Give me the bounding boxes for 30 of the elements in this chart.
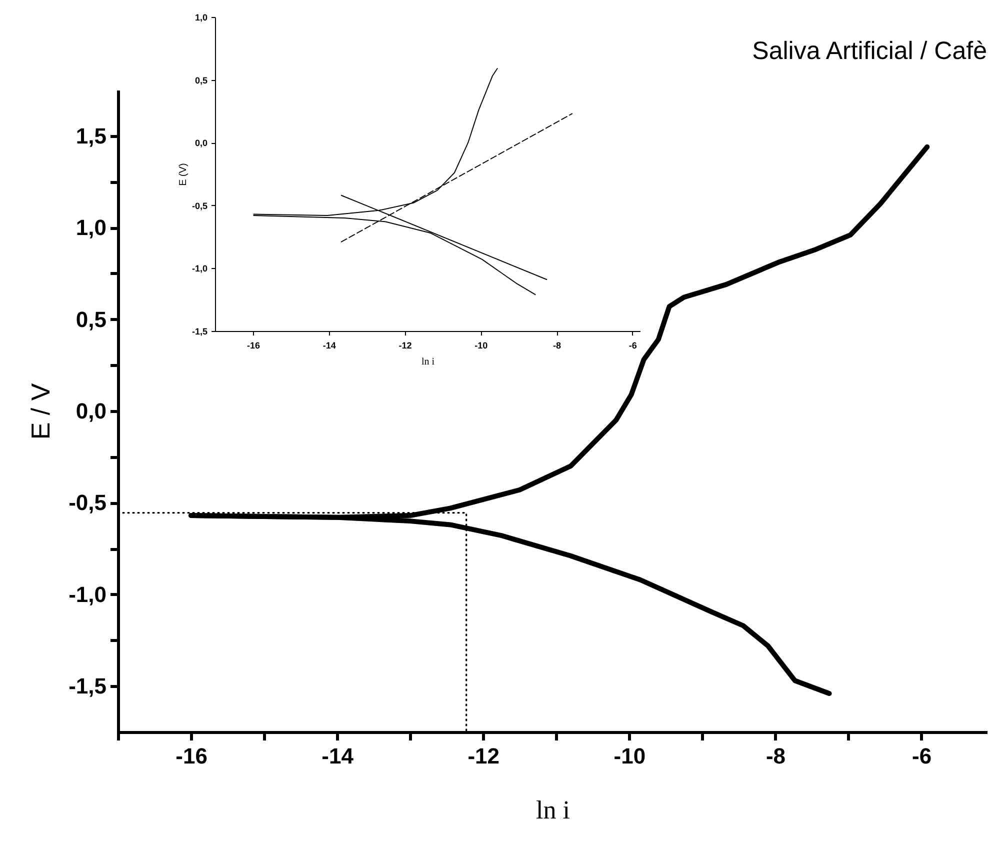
x-tick-label: -10 xyxy=(474,340,488,350)
y-tick-label: -1,5 xyxy=(68,674,106,699)
x-tick-label: -6 xyxy=(912,744,932,768)
x-tick-label: -16 xyxy=(246,340,260,350)
y-tick-label: -0,5 xyxy=(68,490,106,516)
y-tick-label: -1,0 xyxy=(192,264,208,274)
x-axis-title: ln i xyxy=(421,356,435,368)
y-tick-label: -0,5 xyxy=(192,200,208,211)
y-tick-label: 1,5 xyxy=(76,123,106,148)
x-axis-title: ln i xyxy=(536,796,570,824)
x-tick-label: -16 xyxy=(176,744,208,768)
x-tick-label: -12 xyxy=(468,744,500,768)
x-tick-label: -6 xyxy=(628,340,637,350)
y-tick-label: 1,0 xyxy=(76,215,106,240)
y-tick-label: -1,5 xyxy=(192,326,208,336)
y-tick-label: 0,5 xyxy=(76,306,106,332)
x-tick-label: -8 xyxy=(766,744,786,768)
y-tick-label: 1,0 xyxy=(194,12,208,22)
x-tick-label: -8 xyxy=(553,340,562,350)
y-tick-label: 0,0 xyxy=(194,138,208,148)
y-axis-title: E / V xyxy=(26,382,56,440)
x-tick-label: -14 xyxy=(322,744,354,768)
chart-title: Saliva Artificial / Cafè xyxy=(752,37,987,65)
y-tick-label: 0,0 xyxy=(76,398,106,424)
y-tick-label: 0,5 xyxy=(194,75,208,86)
x-tick-label: -14 xyxy=(322,340,336,350)
y-axis-title: E (V) xyxy=(178,163,189,186)
x-tick-label: -12 xyxy=(398,340,412,350)
y-tick-label: -1,0 xyxy=(68,582,106,607)
x-tick-label: -10 xyxy=(614,744,646,768)
